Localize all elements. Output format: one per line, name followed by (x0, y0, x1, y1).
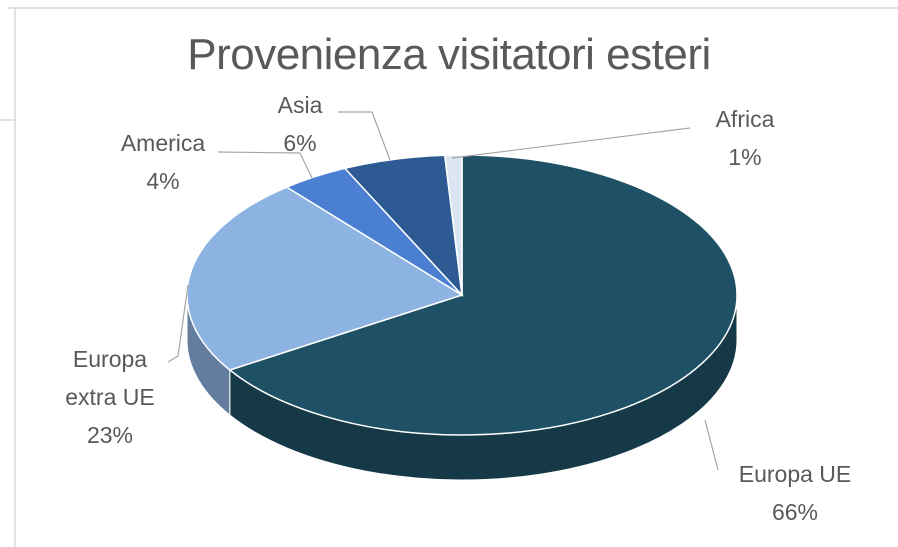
leader-line (217, 151, 313, 179)
category-label: Europa UE (738, 461, 852, 487)
data-label: America 4% (98, 124, 228, 200)
category-label: America (120, 130, 206, 156)
pie-tops (186, 154, 738, 436)
data-label: Europa UE 66% (710, 455, 880, 531)
leader-line (338, 111, 391, 161)
value-label: 23% (86, 422, 134, 448)
data-label: Africa 1% (695, 100, 795, 176)
leader-line (451, 127, 691, 159)
value-label: 4% (146, 168, 180, 194)
pie-slice (228, 154, 738, 436)
value-label: 1% (728, 144, 762, 170)
category-label: Asia (277, 92, 323, 118)
pie-slice (443, 154, 463, 296)
pie-slice (186, 186, 464, 371)
leader-line (167, 284, 189, 363)
category-label: Europa extra UE (65, 346, 155, 410)
value-label: 66% (771, 499, 819, 525)
chart-frame (0, 7, 898, 547)
data-label: Europa extra UE 23% (55, 340, 165, 454)
chart-title: Provenienza visitatori esteri (187, 30, 711, 79)
leader-line (704, 419, 719, 471)
category-label: Africa (715, 106, 775, 132)
data-label: Asia 6% (260, 86, 340, 162)
value-label: 6% (283, 130, 317, 156)
